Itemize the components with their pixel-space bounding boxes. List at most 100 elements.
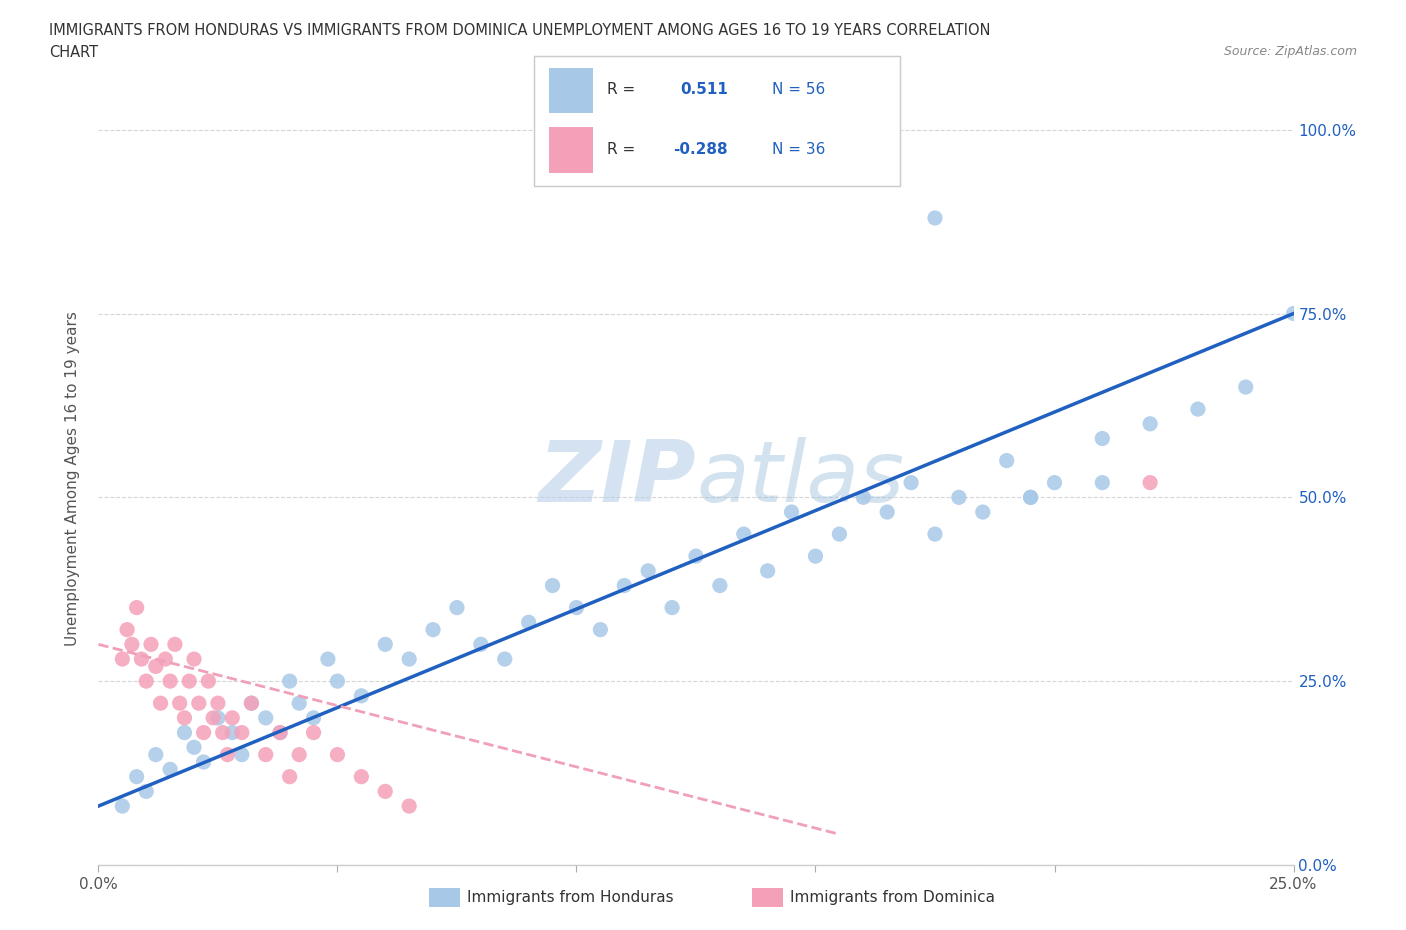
Point [804, 549, 827, 564]
Point [163, 637, 186, 652]
Point [350, 688, 373, 703]
Point [217, 747, 239, 762]
Point [876, 505, 898, 520]
Point [1187, 402, 1209, 417]
Point [145, 747, 167, 762]
Point [422, 622, 444, 637]
Text: 0.511: 0.511 [681, 82, 728, 97]
Point [541, 578, 564, 593]
Point [125, 600, 148, 615]
Point [173, 711, 195, 725]
Point [374, 784, 396, 799]
Point [240, 696, 263, 711]
Point [398, 652, 420, 667]
Point [756, 564, 779, 578]
Point [269, 725, 291, 740]
Point [316, 652, 339, 667]
Point [661, 600, 683, 615]
Point [972, 505, 994, 520]
Point [269, 725, 291, 740]
Text: N = 56: N = 56 [772, 82, 825, 97]
Point [193, 725, 215, 740]
Bar [548, 68, 593, 113]
Point [254, 711, 277, 725]
Text: N = 36: N = 36 [772, 142, 825, 157]
Point [202, 711, 225, 725]
Point [852, 490, 875, 505]
Point [733, 526, 755, 541]
Y-axis label: Unemployment Among Ages 16 to 19 years: Unemployment Among Ages 16 to 19 years [65, 312, 80, 646]
Point [111, 652, 134, 667]
Point [780, 505, 803, 520]
Point [1019, 490, 1042, 505]
Point [494, 652, 516, 667]
Text: atlas: atlas [696, 437, 904, 521]
Text: CHART: CHART [49, 45, 98, 60]
Point [197, 673, 219, 688]
Point [350, 769, 373, 784]
Point [302, 711, 325, 725]
Point [221, 711, 243, 725]
Point [278, 769, 301, 784]
Point [139, 637, 162, 652]
Text: ZIP: ZIP [538, 437, 696, 521]
Point [183, 740, 205, 755]
Point [187, 696, 209, 711]
Point [1234, 379, 1257, 394]
Text: Immigrants from Dominica: Immigrants from Dominica [790, 890, 995, 905]
Point [1282, 306, 1305, 321]
Point [131, 652, 153, 667]
Point [207, 696, 229, 711]
Point [995, 453, 1018, 468]
Point [326, 747, 349, 762]
Point [1139, 417, 1161, 432]
Point [446, 600, 468, 615]
Point [398, 799, 420, 814]
Point [121, 637, 143, 652]
Point [302, 725, 325, 740]
Text: R =: R = [607, 82, 636, 97]
Point [288, 696, 311, 711]
Point [589, 622, 612, 637]
Point [254, 747, 277, 762]
Point [948, 490, 970, 505]
Point [231, 725, 253, 740]
Point [159, 673, 181, 688]
Point [155, 652, 177, 667]
Point [565, 600, 588, 615]
Point [125, 769, 148, 784]
Point [173, 725, 195, 740]
Point [111, 799, 134, 814]
Text: Immigrants from Honduras: Immigrants from Honduras [467, 890, 673, 905]
Point [374, 637, 396, 652]
Point [685, 549, 707, 564]
Point [278, 673, 301, 688]
Text: IMMIGRANTS FROM HONDURAS VS IMMIGRANTS FROM DOMINICA UNEMPLOYMENT AMONG AGES 16 : IMMIGRANTS FROM HONDURAS VS IMMIGRANTS F… [49, 23, 991, 38]
Point [1091, 475, 1114, 490]
Point [183, 652, 205, 667]
Point [207, 711, 229, 725]
Point [135, 784, 157, 799]
Point [221, 725, 243, 740]
Point [145, 659, 167, 674]
Point [288, 747, 311, 762]
Point [709, 578, 731, 593]
Point [169, 696, 191, 711]
Point [1019, 490, 1042, 505]
Point [149, 696, 172, 711]
Point [637, 564, 659, 578]
Point [211, 725, 233, 740]
Point [240, 696, 263, 711]
Point [193, 754, 215, 769]
Text: -0.288: -0.288 [673, 142, 728, 157]
Point [179, 673, 201, 688]
Text: Source: ZipAtlas.com: Source: ZipAtlas.com [1223, 45, 1357, 58]
Text: R =: R = [607, 142, 636, 157]
Point [613, 578, 636, 593]
Point [231, 747, 253, 762]
Point [1139, 475, 1161, 490]
Point [159, 762, 181, 777]
Point [470, 637, 492, 652]
Point [115, 622, 138, 637]
Point [924, 526, 946, 541]
